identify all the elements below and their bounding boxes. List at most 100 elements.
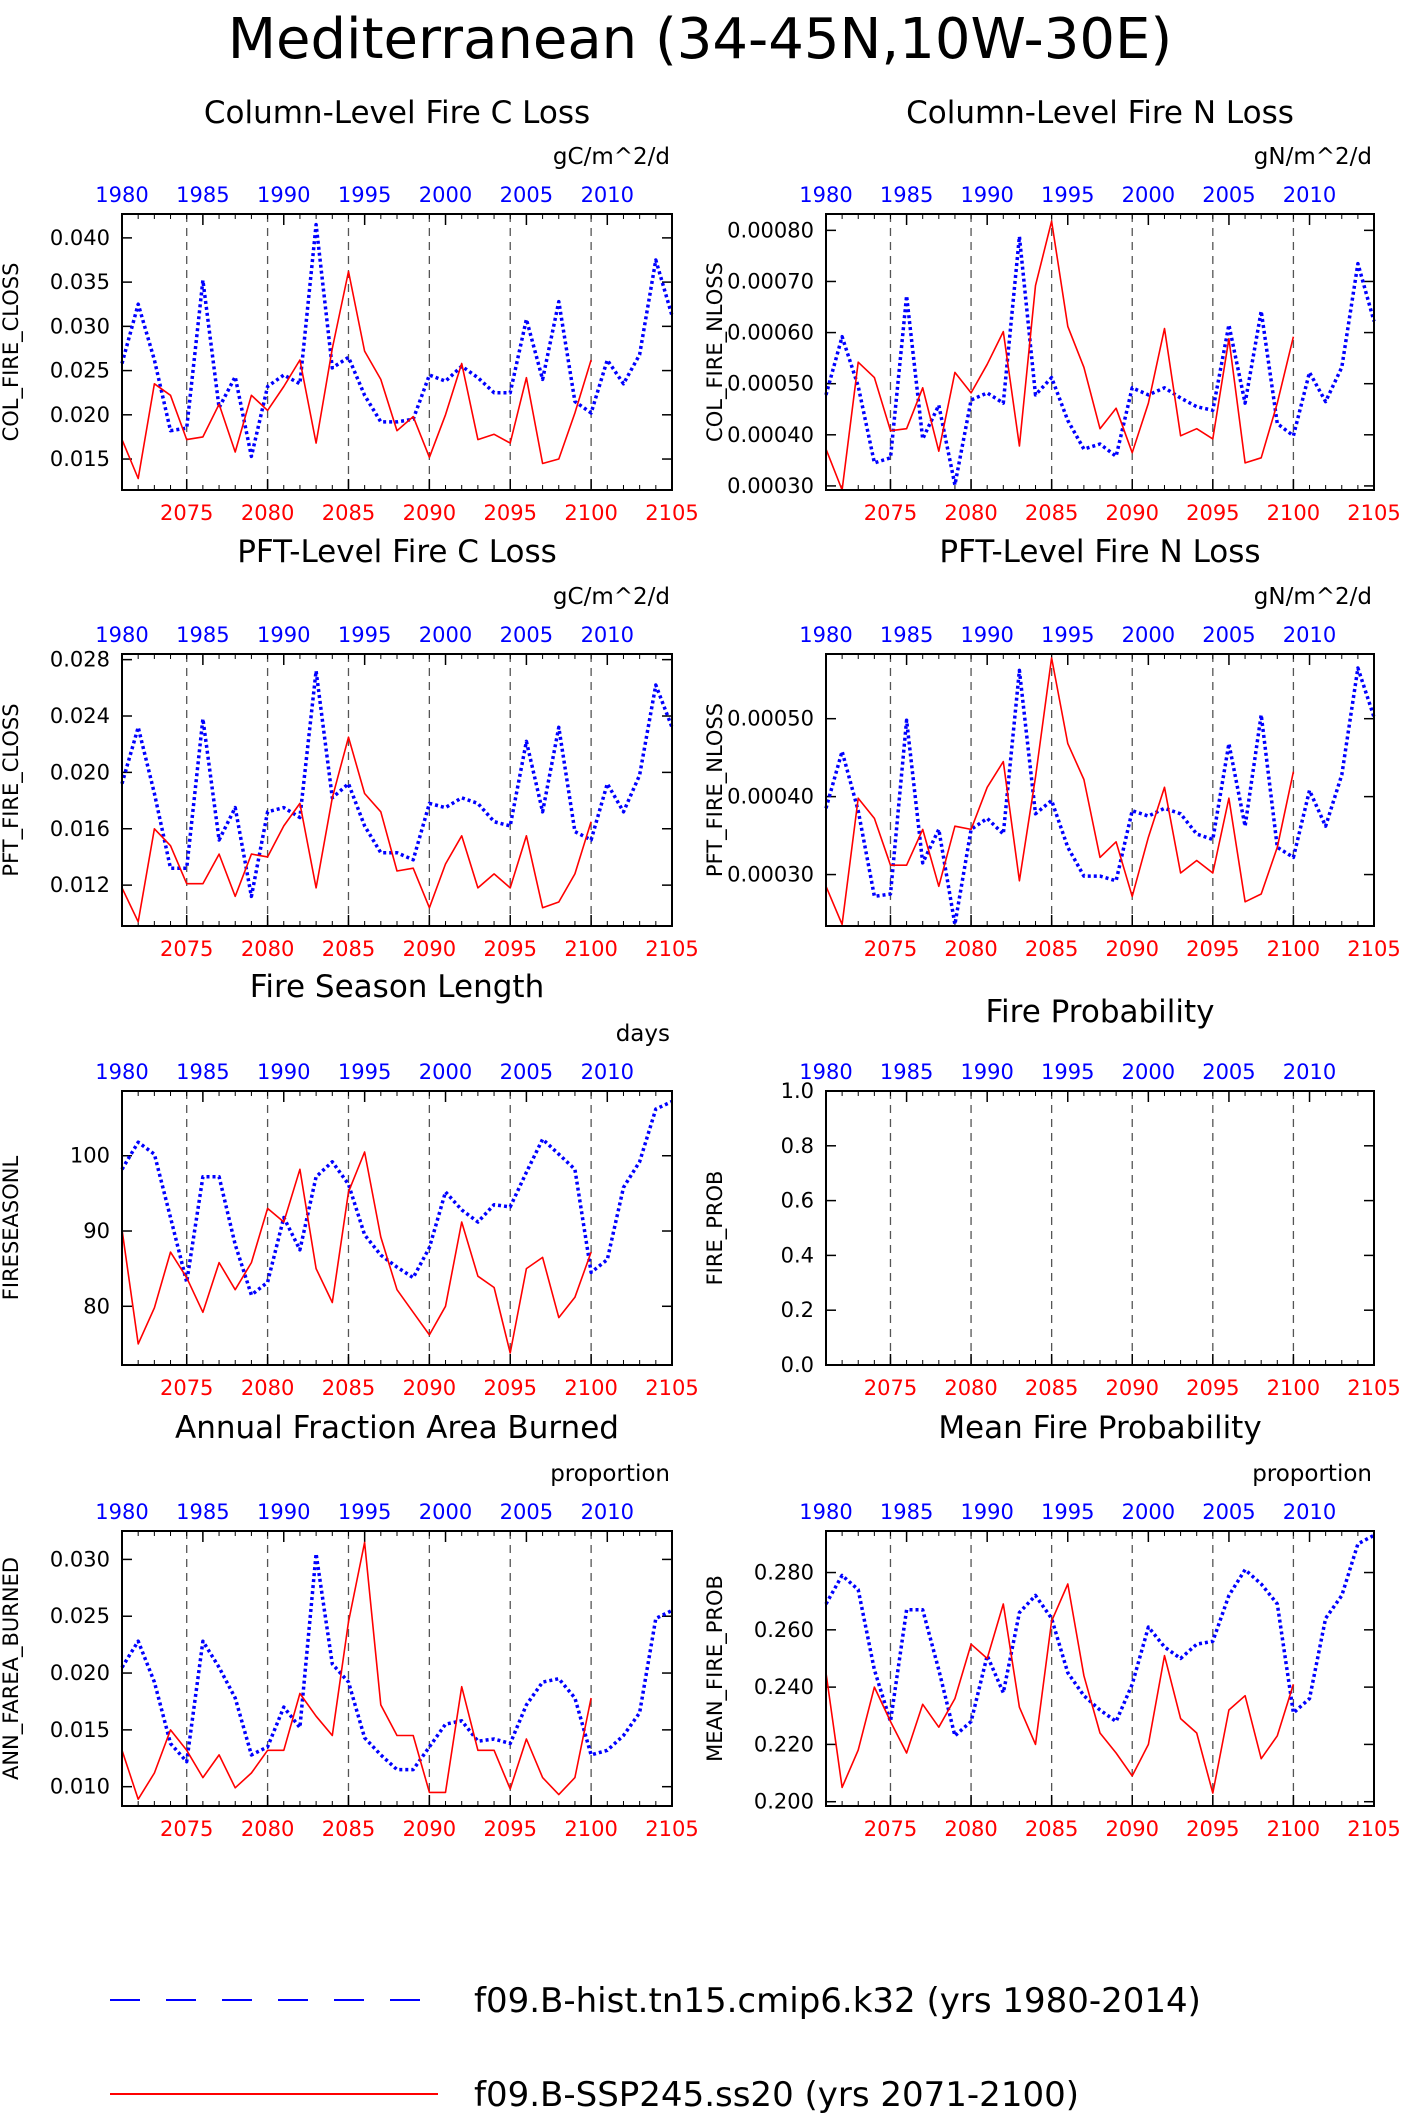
series-line-hist xyxy=(824,666,1376,927)
x-tick-label-bottom: 2075 xyxy=(864,1817,917,1841)
y-axis-label: COL_FIRE_NLOSS xyxy=(703,262,728,442)
x-tick-label-bottom: 2100 xyxy=(564,937,617,961)
series-line-ssp xyxy=(121,1151,592,1354)
y-tick-label: 0.260 xyxy=(754,1618,814,1642)
units-label: gN/m^2/d xyxy=(1254,144,1372,170)
x-tick-label-bottom: 2090 xyxy=(1106,1376,1159,1400)
x-tick-label-top: 2010 xyxy=(1283,183,1336,207)
x-tick-label-bottom: 2080 xyxy=(944,501,997,525)
x-tick-label-top: 2000 xyxy=(1122,623,1175,647)
x-tick-label-bottom: 2105 xyxy=(1347,501,1400,525)
plot-frame xyxy=(825,653,1375,927)
y-tick-label: 0.00070 xyxy=(727,269,814,293)
x-tick-label-bottom: 2075 xyxy=(864,501,917,525)
y-tick-label: 0.6 xyxy=(781,1189,814,1213)
panel-title: PFT-Level Fire N Loss xyxy=(939,534,1260,570)
x-tick-label-bottom: 2085 xyxy=(322,501,375,525)
y-tick-label: 0.015 xyxy=(50,447,110,471)
plot-frame xyxy=(825,213,1375,491)
x-tick-label-top: 1985 xyxy=(880,183,933,207)
x-tick-label-top: 2000 xyxy=(1122,1060,1175,1084)
panel-title: Annual Fraction Area Burned xyxy=(175,1410,619,1446)
x-tick-label-bottom: 2100 xyxy=(564,1817,617,1841)
y-axis-label: COL_FIRE_CLOSS xyxy=(0,263,24,442)
x-tick-label-bottom: 2105 xyxy=(645,1376,698,1400)
x-tick-label-bottom: 2075 xyxy=(160,937,213,961)
legend-label-hist: f09.B-hist.tn15.cmip6.k32 (yrs 1980-2014… xyxy=(474,1981,1201,2021)
x-tick-label-top: 1990 xyxy=(257,623,310,647)
x-tick-label-bottom: 2105 xyxy=(645,937,698,961)
x-tick-label-bottom: 2090 xyxy=(1106,501,1159,525)
x-tick-label-top: 1980 xyxy=(95,1500,148,1524)
x-tick-label-top: 1980 xyxy=(95,1060,148,1084)
panel-6: Fire Probability FIRE_PROB 0.0 0.2 0.4 0.6 0.8… xyxy=(703,994,1401,1400)
y-axis-label: FIRE_PROB xyxy=(703,1171,728,1286)
x-tick-label-top: 1995 xyxy=(1041,183,1094,207)
x-tick-label-top: 2005 xyxy=(1202,1500,1255,1524)
panel-title: Mean Fire Probability xyxy=(938,1410,1261,1446)
x-tick-label-bottom: 2105 xyxy=(645,1817,698,1841)
plot-frame xyxy=(121,1530,673,1807)
x-tick-label-bottom: 2080 xyxy=(241,1376,294,1400)
panel-title: Column-Level Fire N Loss xyxy=(906,95,1294,131)
x-tick-label-top: 1980 xyxy=(799,623,852,647)
x-tick-label-bottom: 2105 xyxy=(645,501,698,525)
x-tick-label-top: 2000 xyxy=(419,183,472,207)
y-axis-label: FIRESEASONL xyxy=(0,1156,23,1301)
panels-group: Column-Level Fire C Loss gC/m^2/d COL_FIRE… xyxy=(0,95,1401,1841)
y-tick-label: 0.012 xyxy=(50,873,110,897)
x-tick-label-top: 1980 xyxy=(95,623,148,647)
series-line-hist xyxy=(824,1533,1375,1738)
x-tick-label-bottom: 2075 xyxy=(160,501,213,525)
x-tick-label-top: 1995 xyxy=(1041,1500,1094,1524)
series-line-ssp xyxy=(825,220,1295,491)
x-tick-label-top: 1985 xyxy=(880,1500,933,1524)
panel-title: PFT-Level Fire C Loss xyxy=(237,534,557,570)
panel-4: PFT-Level Fire N Loss gN/m^2/d PFT_FIRE_NL… xyxy=(703,534,1401,961)
x-tick-label-top: 2000 xyxy=(1122,1500,1175,1524)
x-tick-label-bottom: 2085 xyxy=(1025,1376,1078,1400)
y-axis-label: PFT_FIRE_NLOSS xyxy=(703,703,728,877)
y-tick-label: 0.0 xyxy=(781,1353,814,1377)
y-tick-label: 0.220 xyxy=(754,1732,814,1756)
x-tick-label-top: 2000 xyxy=(1122,183,1175,207)
x-tick-label-bottom: 2080 xyxy=(944,1376,997,1400)
x-tick-label-top: 2005 xyxy=(500,1500,553,1524)
x-tick-label-top: 1990 xyxy=(960,1060,1013,1084)
y-tick-label: 0.00040 xyxy=(727,423,814,447)
y-tick-label: 0.015 xyxy=(50,1718,110,1742)
figure-title: Mediterranean (34-45N,10W-30E) xyxy=(228,7,1173,72)
plot-frame xyxy=(121,1090,673,1366)
y-tick-label: 0.00050 xyxy=(727,707,814,731)
x-tick-label-top: 1995 xyxy=(338,623,391,647)
x-tick-label-bottom: 2075 xyxy=(160,1817,213,1841)
panel-7: Annual Fraction Area Burned proportion ANN… xyxy=(0,1410,699,1841)
x-tick-label-top: 1990 xyxy=(960,623,1013,647)
legend: f09.B-hist.tn15.cmip6.k32 (yrs 1980-2014… xyxy=(110,1981,1201,2115)
y-tick-label: 0.030 xyxy=(50,1547,110,1571)
y-tick-label: 0.040 xyxy=(50,226,110,250)
units-label: gC/m^2/d xyxy=(553,584,670,610)
series-line-hist xyxy=(824,234,1376,487)
x-tick-label-top: 2010 xyxy=(581,183,634,207)
x-tick-label-bottom: 2085 xyxy=(1025,501,1078,525)
x-tick-label-bottom: 2085 xyxy=(322,1817,375,1841)
x-tick-label-bottom: 2095 xyxy=(484,1817,537,1841)
x-tick-label-top: 1995 xyxy=(338,1060,391,1084)
x-tick-label-bottom: 2095 xyxy=(1186,501,1239,525)
x-tick-label-bottom: 2095 xyxy=(1186,1376,1239,1400)
y-tick-label: 0.240 xyxy=(754,1675,814,1699)
x-tick-label-bottom: 2085 xyxy=(1025,937,1078,961)
x-tick-label-bottom: 2095 xyxy=(484,501,537,525)
series-line-hist xyxy=(120,1551,673,1772)
x-tick-label-top: 1980 xyxy=(799,183,852,207)
x-tick-label-top: 1995 xyxy=(338,183,391,207)
y-tick-label: 0.00030 xyxy=(727,863,814,887)
x-tick-label-top: 1985 xyxy=(880,1060,933,1084)
y-tick-label: 0.025 xyxy=(50,1604,110,1628)
x-tick-label-bottom: 2090 xyxy=(1106,1817,1159,1841)
x-tick-label-top: 2010 xyxy=(1283,1500,1336,1524)
series-line-ssp xyxy=(825,1583,1295,1794)
x-tick-label-bottom: 2080 xyxy=(944,937,997,961)
